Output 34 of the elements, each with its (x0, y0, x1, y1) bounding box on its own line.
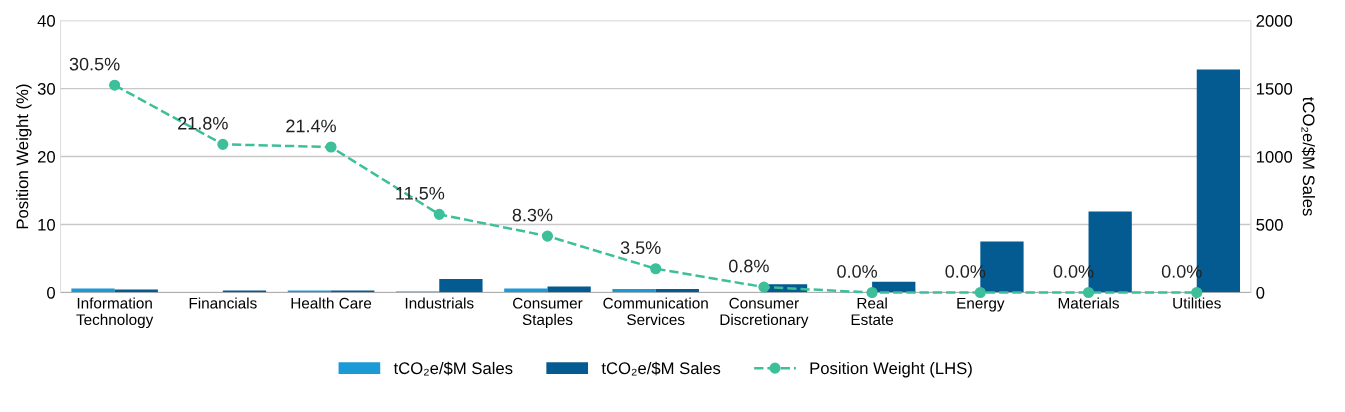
legend-label: tCO₂e/$M Sales (601, 361, 721, 376)
y2-tick-label: 1000 (1256, 150, 1293, 163)
y2-axis-title: tCO₂e/$M Sales (1301, 97, 1316, 216)
data-label: 3.5% (620, 241, 661, 255)
y2-tick-label: 1500 (1256, 82, 1293, 95)
x-tick-label: Utilities (1173, 297, 1221, 309)
y-tick-label: 0 (47, 286, 56, 299)
x-tick-label: Communication Services (603, 297, 708, 326)
y-axis-title: Position Weight (%) (16, 84, 32, 229)
y-tick-label: 10 (38, 218, 56, 231)
x-tick-label: Real Estate (851, 297, 894, 326)
x-tick-label: Health Care (291, 297, 372, 309)
legend-label: Position Weight (LHS) (810, 361, 972, 378)
y-tick-label: 30 (37, 82, 56, 95)
x-tick-label: Materials (1058, 297, 1119, 309)
x-tick-label: Consumer Staples (513, 297, 583, 329)
data-label: 8.3% (512, 208, 553, 222)
y2-tick-label: 0 (1256, 286, 1265, 299)
y-tick-label: 40 (37, 15, 56, 27)
y-tick-label: 20 (37, 150, 56, 163)
data-label: 0.8% (729, 259, 769, 273)
y2-tick-label: 2000 (1256, 15, 1293, 27)
x-tick-label: Consumer Discretionary (720, 297, 809, 329)
x-tick-label: Industrials (405, 297, 474, 309)
data-label: 11.5% (396, 186, 445, 200)
legend-label: tCO₂e/$M Sales (393, 361, 513, 376)
data-label: 21.4% (286, 119, 336, 133)
data-label: 30.5% (69, 57, 120, 71)
x-tick-label: Information Technology (76, 297, 154, 329)
y2-tick-label: 500 (1256, 218, 1283, 231)
x-tick-label: Financials (189, 297, 257, 309)
x-tick-label: Energy (957, 297, 1005, 312)
data-label: 0.0% (837, 265, 878, 278)
data-label: 21.8% (178, 116, 228, 130)
